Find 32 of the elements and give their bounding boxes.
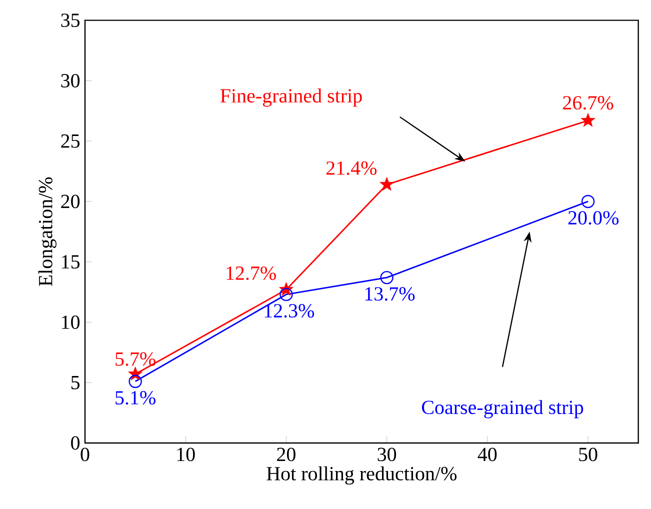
y-tick-label: 35 [61,14,80,28]
x-tick-label: 50 [579,448,598,462]
text: Coarse-grained strip [422,400,584,418]
x-tick-label: 10 [177,448,195,462]
y-tick-label: 15 [62,255,80,269]
x-tick-label: 30 [378,448,396,462]
data-label: 5.7% [116,352,156,366]
data-label: 12.3% [264,304,314,318]
y-tick-label: 25 [61,134,80,148]
data-label: 26.7% [563,96,614,110]
x-tick-label: 0 [80,448,90,462]
point [128,374,142,388]
y-tick-label: 20 [61,194,80,208]
data-label: 13.7% [365,287,415,301]
text: Fine-grained strip [220,88,362,107]
point [581,194,595,208]
point [280,288,293,302]
data-label: 12.7% [226,266,276,280]
point [380,270,394,284]
x-tick-label: 20 [277,448,296,462]
point [580,113,596,127]
data-label: 21.4% [326,161,377,175]
point [380,177,394,191]
y-tick-label: 10 [62,315,80,329]
x-tick-label: 40 [478,448,497,462]
x-axis-title: Hot rolling reduction/% [266,466,457,485]
y-tick-label: 5 [71,376,80,390]
data-label: 20.0% [568,211,618,225]
y-axis-title: Elongation/% [38,177,56,286]
y-tick-label: 30 [61,74,80,88]
y-tick-label: 0 [71,436,80,450]
data-label: 5.1% [116,391,156,405]
